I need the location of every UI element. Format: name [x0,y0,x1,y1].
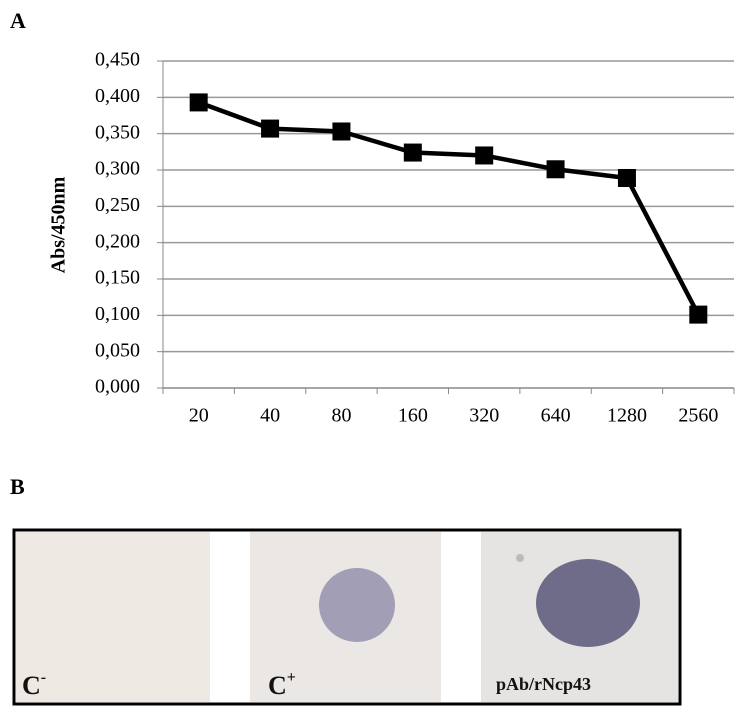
blot-label-text: C [268,671,287,700]
blot-speck [516,554,524,562]
y-tick-label: 0,250 [95,194,140,216]
data-marker [546,160,565,179]
data-marker [475,146,494,165]
y-tick-label: 0,450 [95,49,140,71]
data-marker [689,305,708,324]
data-marker [617,168,636,187]
blot-label: pAb/rNcp43 [496,674,591,694]
x-tick-label: 320 [469,405,499,427]
blot-dot [319,568,395,642]
y-tick-label: 0,050 [95,339,140,361]
blot-label-text: C [22,671,41,700]
x-tick-label: 160 [398,405,428,427]
y-tick-label: 0,100 [95,303,140,325]
x-tick-label: 640 [541,405,571,427]
y-tick-label: 0,200 [95,230,140,252]
panel-label: A [10,8,26,33]
y-tick-label: 0,300 [95,158,140,180]
blot-label: C- [22,669,46,700]
dot-blot: C- C+ pAb/rNcp43 [12,528,682,706]
blot-strip [16,532,210,702]
data-marker [403,143,422,162]
blot-label: C+ [268,669,296,700]
panel-label: B [10,474,25,499]
blot-dot [536,559,640,647]
data-marker [189,93,208,112]
y-tick-label: 0,150 [95,267,140,289]
y-tick-label: 0,350 [95,121,140,143]
y-axis-label: Abs/450nm [48,176,70,273]
blot-label-sup: + [287,669,296,686]
x-tick-label: 40 [260,405,280,427]
x-tick-label: 80 [331,405,351,427]
x-tick-label: 2560 [678,405,718,427]
y-tick-label: 0,400 [95,85,140,107]
blot-label-sup: - [41,669,46,686]
x-tick-label: 20 [189,405,209,427]
blot-label-text: pAb/rNcp43 [496,674,591,694]
x-tick-label: 1280 [607,405,647,427]
data-marker [261,119,280,138]
data-marker [332,122,351,141]
data-line [197,100,701,316]
y-tick-label: 0,000 [95,376,140,398]
